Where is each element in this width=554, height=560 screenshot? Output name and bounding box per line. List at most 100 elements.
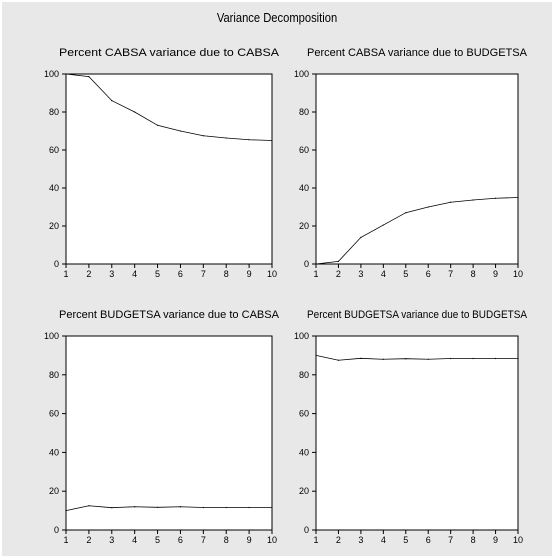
y-tick-label: 100: [44, 69, 59, 79]
plot-area: [65, 335, 273, 531]
y-tick-label: 80: [299, 107, 309, 117]
data-point: [88, 76, 90, 78]
data-point: [450, 357, 452, 360]
x-tick-label: 4: [381, 535, 386, 545]
x-tick-label: 5: [403, 535, 408, 545]
data-point: [156, 124, 159, 126]
data-point: [315, 263, 317, 265]
x-tick-label: 10: [267, 269, 277, 279]
y-tick-label: 60: [49, 145, 59, 155]
data-point: [494, 197, 497, 199]
x-tick-label: 1: [63, 535, 68, 545]
x-tick-label: 9: [493, 269, 498, 279]
x-tick-label: 1: [313, 535, 318, 545]
y-tick-label: 80: [299, 370, 309, 380]
data-point: [517, 357, 519, 360]
series-line: [65, 505, 272, 511]
x-tick-label: 4: [132, 535, 137, 545]
x-tick-label: 5: [403, 269, 408, 279]
x-tick-label: 6: [426, 269, 431, 279]
x-tick-label: 9: [493, 535, 498, 545]
y-tick-label: 40: [49, 447, 59, 457]
x-tick-label: 4: [381, 269, 386, 279]
y-tick-label: 0: [304, 259, 309, 269]
y-tick-label: 0: [54, 259, 59, 269]
data-point: [472, 199, 474, 201]
x-tick-label: 3: [109, 535, 114, 545]
x-tick-label: 3: [358, 535, 363, 545]
data-point: [315, 354, 317, 356]
series-line: [315, 197, 519, 265]
x-tick-label: 3: [358, 269, 363, 279]
y-tick-label: 40: [49, 183, 59, 193]
plot-area: [65, 73, 273, 265]
data-point: [88, 505, 90, 507]
x-tick-label: 6: [178, 269, 183, 279]
y-tick-label: 20: [49, 486, 59, 496]
data-point: [65, 510, 67, 512]
x-tick-label: 9: [247, 535, 252, 545]
x-tick-label: 8: [224, 269, 229, 279]
x-tick-label: 8: [471, 535, 476, 545]
data-point: [271, 506, 273, 509]
chart-panel-2: Percent CABSA variance due to BUDGETSA 0 2…: [294, 47, 528, 279]
figure-title: Variance Decomposition: [216, 10, 338, 25]
data-point: [225, 506, 227, 509]
y-tick-label: 60: [49, 409, 59, 419]
data-point: [427, 206, 429, 208]
x-tick-label: 10: [267, 535, 277, 545]
y-tick-label: 20: [299, 221, 309, 231]
data-point: [360, 236, 362, 238]
y-tick-label: 20: [299, 486, 309, 496]
data-point: [179, 506, 182, 508]
data-point: [405, 358, 407, 360]
data-point: [111, 100, 113, 102]
y-tick-label: 80: [49, 370, 59, 380]
x-tick-label: 3: [109, 269, 114, 279]
x-tick-label: 2: [336, 535, 341, 545]
chart-panel-3: Percent BUDGETSA variance due to CABSA 0 2…: [44, 309, 280, 545]
y-tick-label: 20: [49, 221, 59, 231]
data-point: [156, 506, 159, 508]
plot-area: [315, 335, 519, 531]
x-tick-label: 6: [178, 535, 183, 545]
panel-title: Percent BUDGETSA variance due to BUDGETS…: [307, 309, 528, 321]
y-tick-label: 60: [299, 145, 309, 155]
y-tick-label: 0: [304, 525, 309, 535]
y-tick-label: 40: [299, 183, 309, 193]
y-tick-label: 80: [49, 107, 59, 117]
series-line: [315, 355, 518, 361]
data-point: [517, 196, 519, 199]
x-tick-label: 8: [224, 535, 229, 545]
y-tick-label: 60: [299, 409, 309, 419]
y-tick-label: 0: [54, 525, 59, 535]
data-point: [225, 137, 227, 139]
panel-title: Percent CABSA variance due to CABSA: [59, 47, 280, 59]
panel-title: Percent CABSA variance due to BUDGETSA: [307, 47, 528, 59]
data-point: [405, 212, 407, 214]
x-tick-label: 2: [86, 269, 91, 279]
data-point: [271, 139, 273, 142]
data-point: [134, 506, 136, 508]
y-tick-label: 100: [294, 69, 309, 79]
data-point: [248, 139, 250, 141]
data-point: [202, 506, 204, 509]
data-point: [360, 357, 362, 359]
x-tick-label: 7: [201, 269, 206, 279]
data-point: [337, 359, 340, 361]
plot-area: [315, 73, 519, 265]
data-point: [111, 507, 113, 509]
x-tick-label: 7: [448, 535, 453, 545]
data-point: [65, 73, 67, 75]
x-tick-label: 7: [201, 535, 206, 545]
y-tick-label: 100: [44, 331, 59, 341]
y-tick-label: 40: [299, 447, 309, 457]
x-tick-label: 2: [86, 535, 91, 545]
x-tick-label: 2: [336, 269, 341, 279]
data-point: [450, 201, 452, 203]
x-tick-label: 1: [313, 269, 318, 279]
data-point: [134, 111, 136, 113]
x-tick-label: 5: [155, 535, 160, 545]
